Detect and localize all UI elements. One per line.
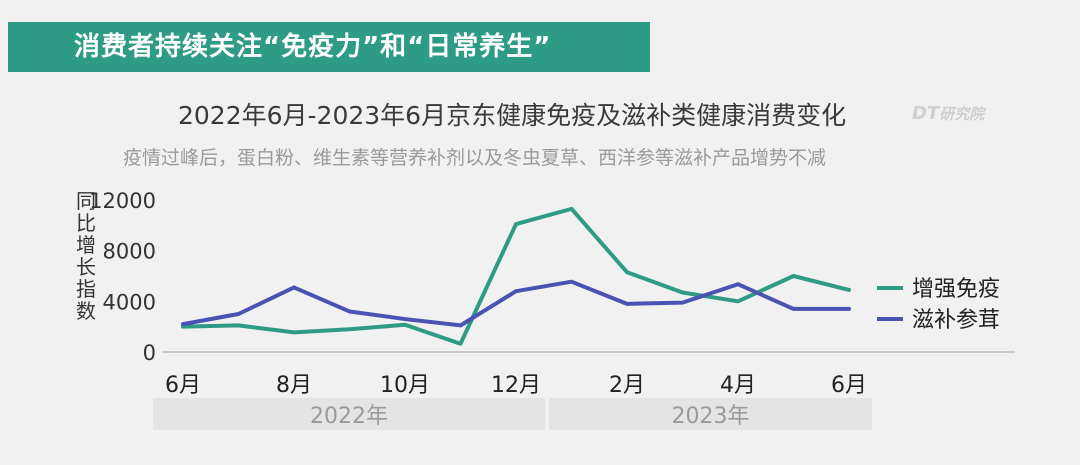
x-tick-label: 6月 [165,373,201,398]
series-line [181,279,851,328]
x-tick-label: 4月 [720,373,756,398]
y-tick-label: 8000 [103,240,156,264]
y-tick-label: 12000 [89,189,156,213]
x-tick-label: 12月 [491,373,541,398]
year-group-band [153,398,545,430]
series-line [181,206,851,346]
year-group-label: 2023年 [672,404,750,429]
y-axis-label: 同比增长指数 [76,189,96,323]
watermark-logo: DT研究院 [912,103,984,124]
x-tick-label: 6月 [831,373,867,398]
y-tick-label: 4000 [103,290,156,314]
y-tick-label: 0 [143,341,156,365]
watermark-logo-text: 研究院 [939,105,985,123]
chart-title: 2022年6月-2023年6月京东健康免疫及滋补类健康消费变化 [178,101,847,130]
watermark-logo-dt: DT [912,103,940,124]
x-tick-label: 2月 [609,373,645,398]
banner-title: 消费者持续关注“免疫力”和“日常养生” [74,32,552,62]
title-banner [8,22,650,72]
x-tick-label: 10月 [380,373,430,398]
year-group-band [549,398,872,430]
x-tick-label: 8月 [276,373,312,398]
chart-subtitle: 疫情过峰后，蛋白粉、维生素等营养补剂以及冬虫夏草、西洋参等滋补产品增势不减 [123,147,827,169]
year-group-label: 2022年 [310,404,388,429]
legend-label: 滋补参茸 [912,308,1000,333]
legend-label: 增强免疫 [912,277,1000,302]
